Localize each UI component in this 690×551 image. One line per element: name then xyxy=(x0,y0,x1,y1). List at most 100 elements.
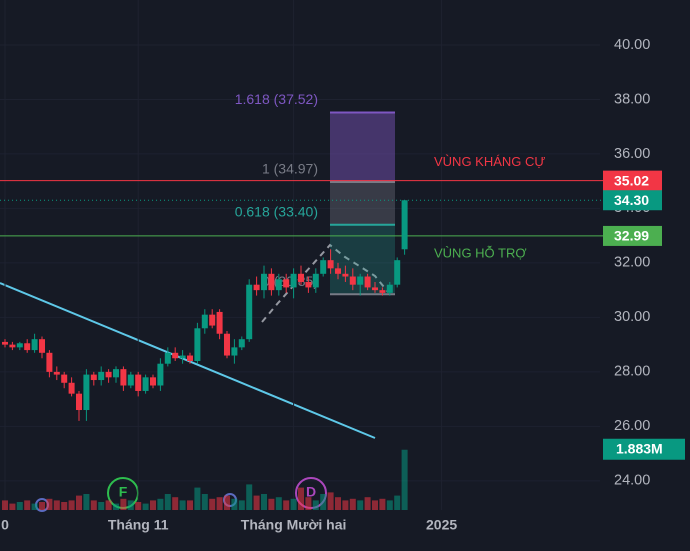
volume-bar xyxy=(275,497,282,510)
volume-bar xyxy=(150,500,156,510)
candle-body xyxy=(164,352,171,364)
volume-bar xyxy=(68,500,75,510)
volume-bar xyxy=(120,498,127,510)
candle-body xyxy=(150,377,156,386)
y-tick-label: 24.00 xyxy=(614,473,650,489)
volume-bar xyxy=(231,498,238,510)
fib-zone xyxy=(330,112,395,182)
volume-bar xyxy=(2,500,8,510)
volume-bar xyxy=(216,497,223,510)
price-tag-label: 34.30 xyxy=(614,192,649,208)
volume-bar xyxy=(105,500,112,510)
y-tick-label: 30.00 xyxy=(614,309,650,325)
candle-body xyxy=(342,273,349,277)
candle-body xyxy=(61,374,68,383)
fib-zone xyxy=(330,181,395,225)
candle-body xyxy=(31,339,38,351)
level-name: VÙNG KHÁNG CỰ xyxy=(434,154,546,169)
volume-bar xyxy=(46,498,53,510)
volume-bar xyxy=(320,494,327,510)
candle-body xyxy=(46,352,53,372)
candle-body xyxy=(90,374,97,381)
volume-bar xyxy=(98,502,105,510)
candle-body xyxy=(120,369,127,386)
candle-body xyxy=(320,260,327,274)
y-tick-label: 38.00 xyxy=(614,91,650,107)
volume-bar xyxy=(224,495,230,510)
candle-body xyxy=(39,339,45,353)
candle-body xyxy=(268,273,275,291)
candle-body xyxy=(231,347,238,356)
candle-body xyxy=(349,276,356,285)
volume-bar xyxy=(268,498,275,510)
candle-body xyxy=(2,341,8,345)
candle-body xyxy=(135,374,142,391)
volume-bar xyxy=(201,494,208,510)
candle-body xyxy=(179,355,186,359)
candle-body xyxy=(253,284,260,291)
candle-body xyxy=(216,311,223,334)
candle-body xyxy=(275,279,282,291)
candle-body xyxy=(298,273,304,282)
candle-body xyxy=(127,374,134,386)
price-tag-label: 35.02 xyxy=(614,172,649,188)
marker-label: D xyxy=(306,484,316,500)
volume-bar xyxy=(386,500,393,510)
volume-bar xyxy=(342,500,349,510)
candle-body xyxy=(157,363,164,386)
y-tick-label: 40.00 xyxy=(614,37,650,53)
y-tick-label: 36.00 xyxy=(614,146,650,162)
candle-body xyxy=(372,287,378,291)
volume-bar xyxy=(349,498,356,510)
volume-bar xyxy=(364,497,371,510)
y-tick-label: 28.00 xyxy=(614,364,650,380)
volume-bar xyxy=(187,500,193,510)
volume-bar xyxy=(194,487,201,510)
volume-bar xyxy=(298,487,304,510)
y-tick-label: 26.00 xyxy=(614,418,650,434)
volume-bar xyxy=(76,495,82,510)
volume-bar xyxy=(379,498,386,510)
volume-bar xyxy=(327,492,334,510)
y-tick-label: 32.00 xyxy=(614,255,650,271)
volume-bar xyxy=(209,498,216,510)
candle-body xyxy=(290,273,297,288)
fib-label: 1.618 (37.52) xyxy=(235,91,318,107)
candle-body xyxy=(386,284,393,293)
volume-bar xyxy=(261,494,267,510)
price-tag xyxy=(603,170,662,191)
candle-body xyxy=(68,382,75,394)
volume-bar xyxy=(9,503,16,510)
volume-tag xyxy=(603,438,685,460)
volume-bar xyxy=(39,502,45,510)
candle-body xyxy=(394,260,401,285)
volume-bar xyxy=(283,500,290,510)
volume-bar xyxy=(394,495,401,510)
x-tick-label: 2025 xyxy=(426,517,457,533)
fib-label: 0.618 (33.40) xyxy=(235,203,318,219)
volume-bar xyxy=(83,494,90,510)
candle-body xyxy=(224,333,230,356)
volume-bar xyxy=(357,500,364,510)
volume-bar xyxy=(61,502,68,510)
volume-bar xyxy=(164,494,171,510)
candle-body xyxy=(209,314,216,326)
candle-body xyxy=(105,371,112,378)
level-name: VÙNG HỖ TRỢ xyxy=(434,245,527,260)
volume-bar xyxy=(90,500,97,510)
volume-bar xyxy=(53,500,60,510)
volume-bar xyxy=(113,503,119,510)
candle-body xyxy=(194,328,201,361)
candle-body xyxy=(335,268,341,274)
volume-bar xyxy=(401,449,408,510)
volume-bar xyxy=(16,502,23,510)
volume-bar xyxy=(238,500,245,510)
candle-body xyxy=(83,374,90,411)
volume-bar xyxy=(172,497,179,510)
volume-bar xyxy=(335,497,341,510)
candle-body xyxy=(305,281,312,288)
volume-bar xyxy=(179,500,186,510)
candle-body xyxy=(401,200,408,250)
